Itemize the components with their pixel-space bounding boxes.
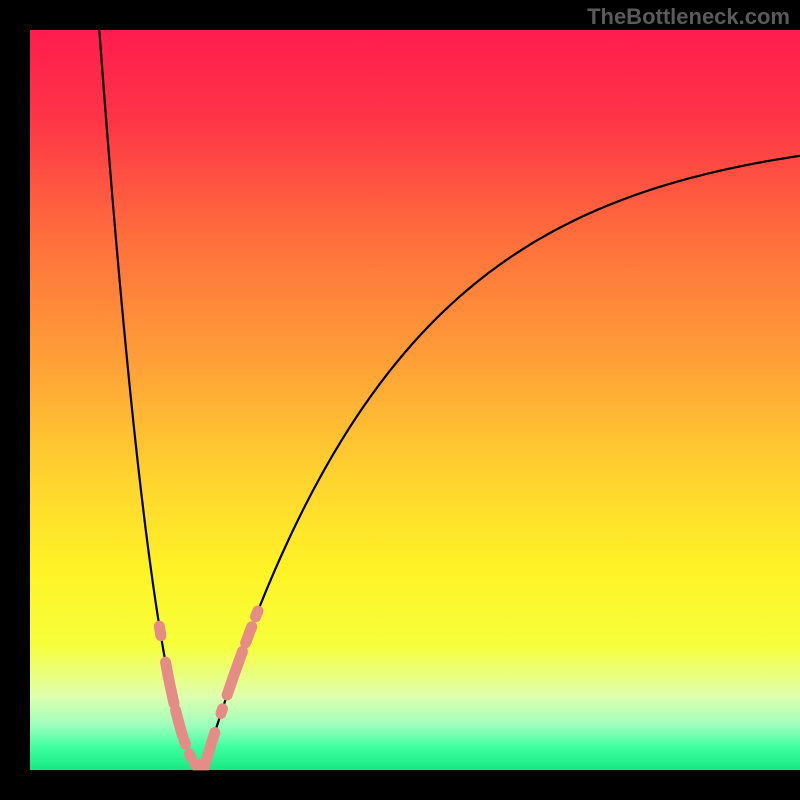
overlay-segment xyxy=(159,626,161,635)
overlay-segment xyxy=(189,754,191,757)
chart-gradient-background xyxy=(30,30,800,770)
chart-svg xyxy=(0,0,800,800)
overlay-segment xyxy=(184,740,186,744)
overlay-segment xyxy=(256,611,258,617)
overlay-segment xyxy=(176,710,183,735)
overlay-segment xyxy=(221,709,223,714)
watermark-text: TheBottleneck.com xyxy=(587,4,790,30)
overlay-segment xyxy=(246,627,252,643)
bottleneck-chart: TheBottleneck.com xyxy=(0,0,800,800)
